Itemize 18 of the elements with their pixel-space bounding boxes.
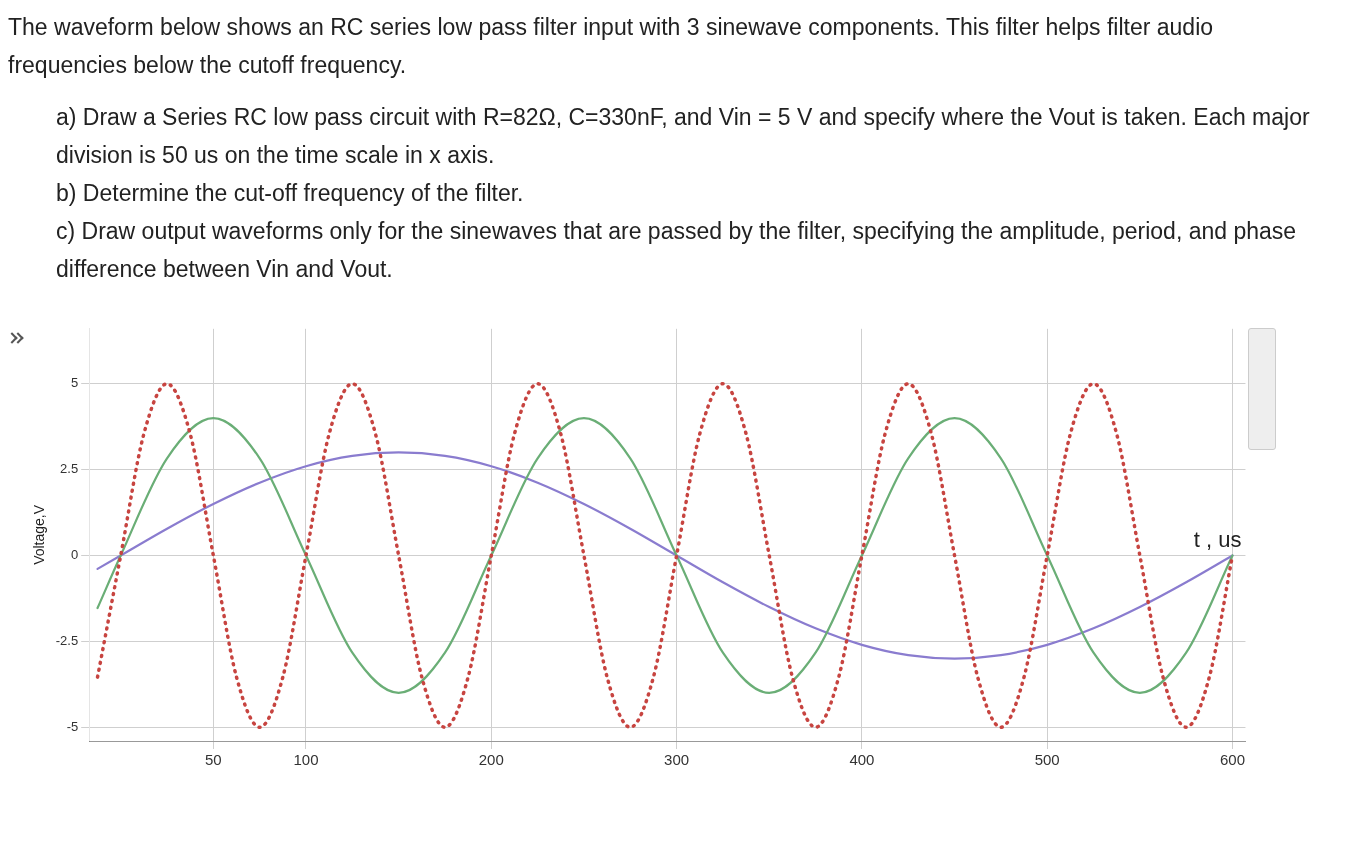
- text: b) Determine the cut-off frequency of the filter.: [55, 179, 525, 208]
- x-tick-label: 600: [1219, 751, 1245, 769]
- text: a) Draw a Series RC low pass circuit with R=82Ω, C=330nF, and Vin = 5 V and specify where the Vout is taken. Each major division is 50 us on the time scale in x axis.: [55, 103, 1311, 170]
- x-tick-label: 500: [1034, 751, 1060, 769]
- y-tick-label: 5: [70, 375, 79, 391]
- y-axis-title: Voltage,V: [31, 504, 48, 565]
- x-axis-title: t , us: [1193, 526, 1242, 552]
- chart-title: The waveform below shows an RC series low pass filter input with 3 sinewave components. This filter helps filter audio frequencies below the cutoff frequency.: [8, 13, 1215, 80]
- x-tick-label: 400: [849, 751, 875, 769]
- text: c) Draw output waveforms only for the sinewaves that are passed by the filter, specifying the amplitude, period, and phase difference between Vin and Vout.: [55, 217, 1298, 284]
- y-tick-label: -2.5: [55, 632, 79, 648]
- x-tick-label: 300: [664, 751, 690, 769]
- x-tick-label: 100: [293, 751, 319, 769]
- x-tick-label: 50: [205, 751, 222, 769]
- y-tick-label: -5: [66, 718, 79, 734]
- x-tick-label: 200: [478, 751, 504, 769]
- y-tick-label: 2.5: [60, 461, 79, 477]
- y-tick-label: 0: [70, 547, 79, 563]
